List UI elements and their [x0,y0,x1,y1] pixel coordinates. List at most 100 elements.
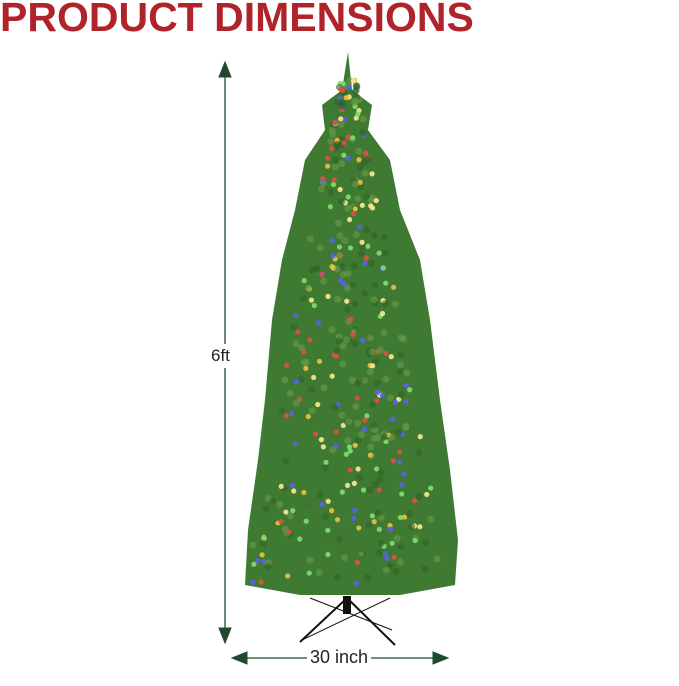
light-bulb [417,524,423,530]
needle-cluster [377,346,385,354]
light-bulb [361,426,368,433]
needle-cluster [371,231,379,239]
needle-cluster [355,474,363,482]
needle-cluster [375,549,383,557]
light-bulb [301,278,307,284]
needle-cluster [353,83,361,91]
needle-cluster [358,243,366,251]
light-bulb [305,413,311,420]
needle-cluster [366,486,374,494]
page-title: PRODUCT DIMENSIONS [0,0,474,40]
arrow-right-icon [432,651,450,665]
needle-cluster [332,156,340,164]
needle-cluster [329,446,337,454]
needle-cluster [371,281,379,289]
needle-cluster [395,428,403,436]
light-bulb [388,354,394,360]
light-bulb [301,489,307,496]
needle-cluster [352,180,360,188]
light-bulb [293,312,299,318]
light-bulb [341,152,347,158]
light-bulb [396,459,402,465]
needle-cluster [397,351,405,359]
needle-cluster [388,433,396,441]
needle-cluster [259,539,267,547]
needle-cluster [408,523,416,531]
arrow-left-icon [230,651,248,665]
needle-cluster [327,189,335,197]
needle-cluster [249,541,257,549]
needle-cluster [393,534,401,542]
needle-cluster [382,375,390,383]
light-bulb [303,518,309,524]
light-bulb [354,395,360,401]
light-bulb [351,480,357,486]
light-bulb [407,387,413,393]
needle-cluster [345,418,353,426]
needle-cluster [381,300,389,308]
light-bulb [351,515,357,522]
light-bulb [259,552,265,558]
light-bulb [254,557,260,564]
needle-cluster [361,169,369,177]
needle-cluster [363,574,371,582]
needle-cluster [286,512,294,520]
needle-cluster [341,237,349,245]
light-bulb [325,293,331,299]
light-bulb [308,297,315,303]
needle-cluster [317,244,325,252]
light-bulb [341,281,347,287]
light-bulb [383,280,389,286]
needle-cluster [349,376,357,384]
needle-cluster [335,535,343,543]
light-bulb [348,316,354,322]
light-bulb [424,491,430,498]
light-bulb [371,519,377,525]
needle-cluster [397,391,405,399]
light-bulb [397,449,403,455]
light-bulb [356,157,362,163]
needle-cluster [354,195,362,203]
light-bulb [360,487,367,493]
needle-cluster [382,566,390,574]
needle-cluster [313,264,321,272]
light-bulb [360,337,366,344]
light-bulb [403,399,409,405]
needle-cluster [282,457,290,465]
light-bulb [313,431,319,437]
light-bulb [346,444,353,450]
light-bulb [344,298,350,304]
light-bulb [380,265,386,271]
needle-cluster [370,435,378,443]
needle-cluster [333,347,341,355]
light-bulb [325,155,331,161]
light-bulb [353,580,360,586]
light-bulb [350,78,357,84]
needle-cluster [304,284,312,292]
needle-cluster [397,361,405,369]
light-bulb [338,86,344,92]
needle-cluster [292,399,300,407]
needle-cluster [433,555,441,563]
light-bulb [258,579,264,585]
light-bulb [363,255,369,261]
needle-cluster [339,271,347,279]
arrow-down-icon [218,627,232,645]
needle-cluster [367,259,375,267]
light-bulb [333,353,340,359]
needle-cluster [354,436,362,444]
light-bulb [319,501,325,508]
light-bulb [379,310,386,317]
needle-cluster [308,406,316,414]
light-bulb [370,363,376,369]
light-bulb [283,509,289,515]
light-bulb [356,525,362,531]
light-bulb [316,320,322,326]
needle-cluster [377,539,385,547]
light-bulb [319,271,325,278]
light-bulb [399,482,405,488]
needle-cluster [361,376,369,384]
light-bulb [389,540,395,546]
light-bulb [383,351,389,357]
needle-cluster [338,412,346,420]
